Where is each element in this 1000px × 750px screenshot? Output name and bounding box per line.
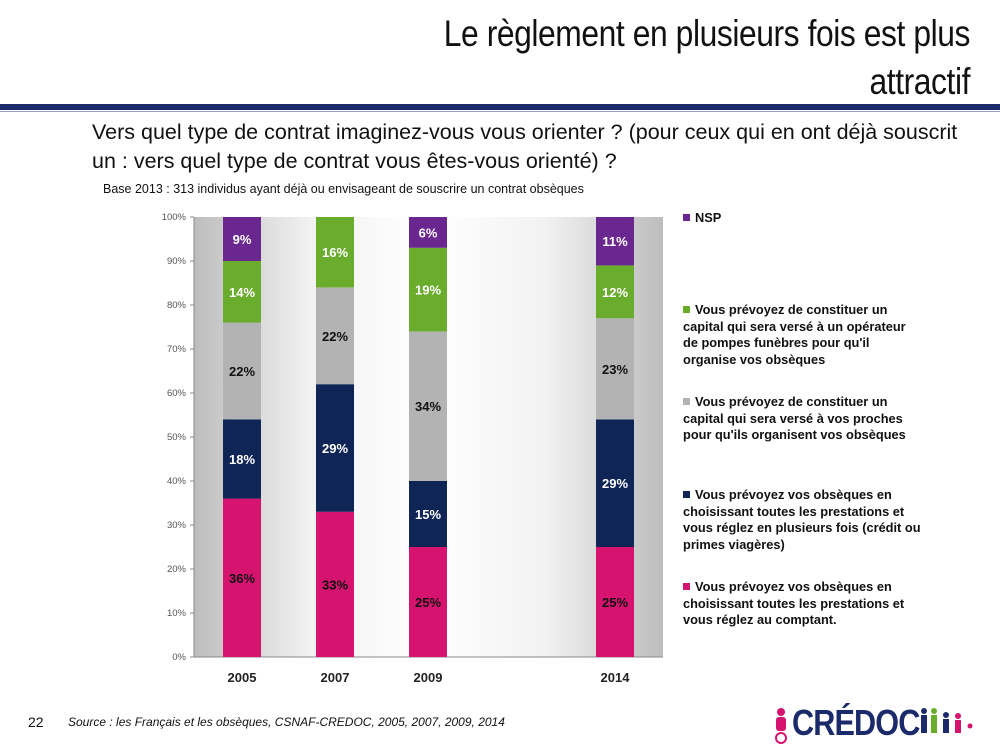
slide-title: Le règlement en plusieurs fois est plus … [443,13,971,102]
y-tick-label: 30% [167,520,187,531]
bar-segment [223,498,261,657]
legend-item: NSP [683,210,923,227]
bar-segment [223,261,261,323]
data-label: 16% [322,245,348,260]
survey-question: Vers quel type de contrat imaginez-vous … [92,120,958,173]
data-label: 29% [322,441,348,456]
bar-segment [409,481,447,547]
data-label: 6% [419,225,438,240]
x-tick-label: 2007 [321,670,350,685]
title-divider [0,104,1000,110]
y-tick-label: 100% [162,212,187,223]
family-icon [921,708,973,733]
legend-label: Vous prévoyez vos obsèques en choisissan… [683,579,905,627]
legend-item: Vous prévoyez vos obsèques en choisissan… [683,487,923,553]
data-label: 25% [602,595,628,610]
data-label: 23% [602,362,628,377]
page-number: 22 [28,714,44,730]
legend-item: Vous prévoyez de constituer un capital q… [683,394,923,444]
bar-segment [409,331,447,481]
y-tick-label: 90% [167,256,187,267]
data-label: 22% [229,364,255,379]
title-divider-thin [0,111,1000,112]
legend-swatch [683,398,690,405]
data-label: 33% [322,577,348,592]
bar-segment [409,547,447,657]
data-label: 11% [602,234,628,249]
data-label: 18% [229,452,255,467]
legend-swatch [683,306,690,313]
people-icon [775,708,787,744]
bar-segment [409,217,447,248]
data-label: 25% [415,595,441,610]
y-tick-label: 0% [172,652,186,663]
data-label: 12% [602,285,628,300]
x-tick-label: 2005 [228,670,257,685]
bar-segment [596,265,634,319]
bar-segment [223,217,261,261]
bar-segment [316,511,354,657]
legend-label: Vous prévoyez de constituer un capital q… [683,394,906,442]
bar-segment [223,419,261,499]
y-tick-label: 60% [167,388,187,399]
bar-segment [316,217,354,288]
bar-segment [409,247,447,332]
data-label: 36% [229,571,255,586]
bar-segment [596,419,634,547]
y-tick-label: 50% [167,432,187,443]
data-label: 14% [229,285,255,300]
bar-segment [596,217,634,266]
data-label: 34% [415,399,441,414]
x-tick-label: 2014 [601,670,631,685]
data-label: 22% [322,329,348,344]
data-label: 29% [602,476,628,491]
legend-label: Vous prévoyez vos obsèques en choisissan… [683,487,921,552]
bar-segment [596,318,634,420]
data-label: 9% [233,232,252,247]
base-note: Base 2013 : 313 individus ayant déjà ou … [103,182,584,196]
legend-label: Vous prévoyez de constituer un capital q… [683,302,906,367]
logo-text: CRÉDOC [792,702,920,743]
data-label: 19% [415,283,441,298]
legend-item: Vous prévoyez vos obsèques en choisissan… [683,579,923,629]
legend-swatch [683,491,690,498]
legend-swatch [683,214,690,221]
y-tick-label: 20% [167,564,187,575]
y-tick-label: 80% [167,300,187,311]
legend-item: Vous prévoyez de constituer un capital q… [683,302,923,368]
y-tick-label: 40% [167,476,187,487]
legend-swatch [683,583,690,590]
x-tick-label: 2009 [414,670,443,685]
legend-label: NSP [695,210,722,225]
credoc-logo: CRÉDOC [770,702,985,746]
bar-segment [316,384,354,512]
bar-segment [316,287,354,385]
data-label: 15% [415,507,441,522]
y-tick-label: 10% [167,608,187,619]
source-note: Source : les Français et les obsèques, C… [68,715,505,729]
y-tick-label: 70% [167,344,187,355]
bar-segment [223,322,261,420]
bar-segment [596,547,634,657]
